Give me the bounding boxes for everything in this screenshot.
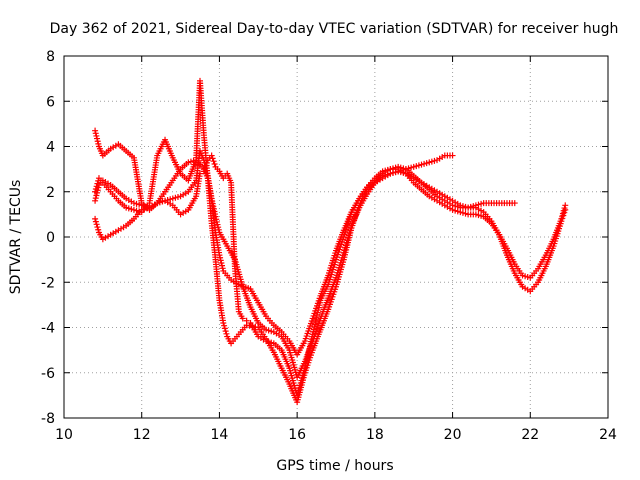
y-tick-label: -2: [41, 275, 55, 291]
y-tick-label: -8: [41, 411, 55, 427]
trace-marker: [92, 195, 99, 202]
trace-marker: [94, 187, 101, 194]
trace-marker: [210, 158, 217, 165]
series-arc-d: [92, 152, 518, 399]
trace-marker: [93, 221, 100, 228]
trace-marker: [221, 322, 228, 329]
trace-marker: [213, 216, 220, 223]
data-point: [243, 317, 250, 324]
y-tick-label: 4: [46, 140, 55, 156]
trace-marker: [92, 218, 99, 225]
trace-marker: [213, 218, 220, 225]
trace-marker: [94, 138, 101, 145]
chart-title: Day 362 of 2021, Sidereal Day-to-day VTE…: [50, 21, 619, 37]
grid: [64, 56, 608, 418]
data-point: [511, 200, 518, 207]
trace-marker: [211, 161, 218, 168]
data-point: [92, 215, 99, 222]
data-point: [92, 197, 99, 204]
data-marks: [92, 77, 569, 406]
trace-marker: [219, 265, 226, 272]
trace-marker: [95, 140, 102, 147]
x-tick-label: 12: [133, 427, 151, 443]
trace-marker: [221, 325, 228, 332]
trace-marker: [217, 257, 224, 264]
y-axis-label: SDTVAR / TECUs: [8, 180, 24, 295]
trace-marker: [222, 328, 229, 335]
trace-marker: [203, 159, 210, 166]
trace-marker: [202, 162, 209, 169]
trace-marker: [223, 330, 230, 337]
trace-marker: [94, 189, 101, 196]
trace-marker: [95, 226, 102, 233]
trace-marker: [560, 212, 567, 219]
trace-marker: [561, 209, 568, 216]
x-tick-label: 18: [366, 427, 384, 443]
data-point: [212, 213, 219, 220]
data-point: [92, 127, 99, 134]
data-point: [208, 152, 215, 159]
data-point: [558, 218, 565, 225]
trace-marker: [92, 130, 99, 137]
y-tick-label: -4: [41, 321, 55, 337]
trace-marker: [209, 155, 216, 162]
trace-marker: [214, 221, 221, 228]
x-tick-label: 20: [444, 427, 462, 443]
trace-marker: [93, 192, 100, 199]
series-arc-b: [92, 77, 569, 406]
series-arc-a: [92, 127, 569, 358]
trace-marker: [93, 132, 100, 139]
x-tick-label: 14: [211, 427, 229, 443]
data-point: [239, 315, 246, 322]
y-tick-label: -6: [41, 366, 55, 382]
x-tick-label: 16: [288, 427, 306, 443]
x-tick-label: 24: [599, 427, 617, 443]
trace-marker: [94, 135, 101, 142]
trace-marker: [219, 262, 226, 269]
data-point: [562, 206, 569, 213]
trace-marker: [559, 215, 566, 222]
x-tick-label: 10: [55, 427, 73, 443]
y-tick-label: 2: [46, 185, 55, 201]
data-point: [220, 319, 227, 326]
trace-marker: [215, 224, 222, 231]
trace-marker: [215, 226, 222, 233]
trace-marker: [204, 170, 211, 177]
data-point: [197, 170, 203, 177]
data-point: [200, 168, 207, 175]
data-point: [449, 152, 456, 159]
trace-marker: [94, 224, 101, 231]
trace-marker: [201, 165, 208, 172]
y-tick-label: 8: [46, 49, 55, 65]
trace-marker: [218, 260, 225, 267]
x-tick-label: 22: [521, 427, 539, 443]
trace-marker: [95, 184, 102, 191]
y-tick-label: 0: [46, 230, 55, 246]
y-tick-label: 6: [46, 94, 55, 110]
x-axis-label: GPS time / hours: [276, 458, 393, 474]
